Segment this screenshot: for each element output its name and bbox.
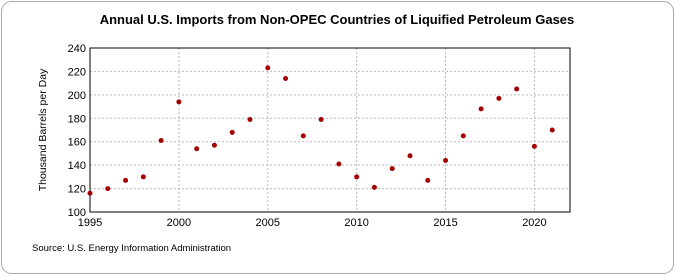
data-point xyxy=(87,190,93,196)
x-tick-label: 1995 xyxy=(78,217,102,229)
data-point xyxy=(300,133,306,139)
x-tick-label: 2015 xyxy=(433,217,457,229)
data-point xyxy=(531,143,537,149)
source-note: Source: U.S. Energy Information Administ… xyxy=(32,243,231,254)
data-point xyxy=(105,186,111,192)
x-tick-label: 2020 xyxy=(522,217,546,229)
plot-area xyxy=(90,48,570,212)
plot-border xyxy=(89,47,571,213)
data-point xyxy=(265,65,271,71)
y-tick-label: 180 xyxy=(68,113,86,125)
y-tick-label: 200 xyxy=(68,90,86,102)
data-point xyxy=(514,86,520,92)
y-tick-label: 220 xyxy=(68,66,86,78)
data-point xyxy=(371,184,377,190)
y-tick-label: 240 xyxy=(68,43,86,55)
y-tick-label: 120 xyxy=(68,184,86,196)
data-point xyxy=(443,157,449,163)
y-tick-label: 160 xyxy=(68,137,86,149)
data-point xyxy=(283,75,289,81)
data-point xyxy=(158,138,164,144)
data-point xyxy=(389,166,395,172)
data-point xyxy=(407,153,413,159)
data-point xyxy=(247,116,253,122)
data-point xyxy=(336,161,342,167)
x-tick-label: 2005 xyxy=(256,217,280,229)
data-point xyxy=(176,99,182,105)
data-point xyxy=(425,177,431,183)
data-point xyxy=(354,174,360,180)
data-point xyxy=(140,174,146,180)
data-point xyxy=(460,133,466,139)
data-point xyxy=(229,129,235,135)
data-point xyxy=(549,127,555,133)
data-point xyxy=(478,106,484,112)
x-tick-label: 2000 xyxy=(167,217,191,229)
y-axis-label: Thousand Barrels per Day xyxy=(37,68,49,191)
y-tick-label: 100 xyxy=(68,207,86,219)
y-tick-label: 140 xyxy=(68,160,86,172)
data-point xyxy=(318,116,324,122)
chart-title: Annual U.S. Imports from Non-OPEC Countr… xyxy=(100,12,575,27)
data-point xyxy=(496,95,502,101)
data-point xyxy=(211,142,217,148)
data-point xyxy=(123,177,129,183)
x-tick-label: 2010 xyxy=(344,217,368,229)
data-point xyxy=(194,146,200,152)
